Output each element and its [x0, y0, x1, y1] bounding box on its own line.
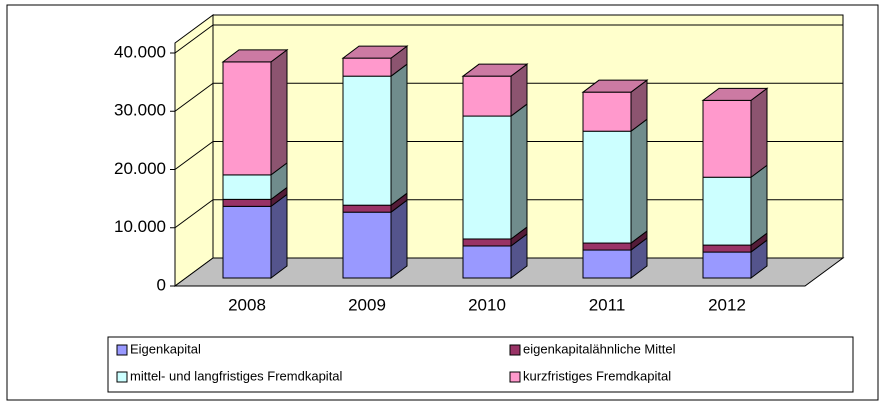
- bar-side: [750, 164, 768, 247]
- bar: [222, 205, 272, 279]
- bar-side: [630, 118, 648, 245]
- grid-line: [174, 24, 214, 54]
- legend-label: eigenkapitalähnliche Mittel: [523, 341, 676, 356]
- bar: [462, 238, 512, 247]
- grid-line: [174, 199, 214, 229]
- bar: [702, 99, 752, 178]
- side-wall: [174, 14, 214, 287]
- x-tick-label: 2010: [468, 295, 506, 314]
- bar-top: [461, 63, 529, 77]
- bar: [702, 244, 752, 253]
- bar-side: [270, 48, 288, 176]
- bar: [582, 242, 632, 251]
- legend-label: mittel- und langfristiges Fremdkapital: [130, 368, 343, 383]
- bar: [222, 61, 272, 176]
- x-tick-label: 2008: [228, 295, 266, 314]
- bar: [222, 174, 272, 200]
- bar: [582, 249, 632, 279]
- x-tick-label: 2009: [348, 295, 386, 314]
- bar-top: [341, 45, 409, 59]
- y-tick-label: 20.000: [114, 159, 166, 178]
- bar-top: [701, 87, 769, 101]
- bar-top: [581, 79, 649, 93]
- legend-label: kurzfristiges Fremdkapital: [523, 368, 671, 383]
- bar: [702, 251, 752, 279]
- bar: [342, 211, 392, 279]
- y-tick-label: 30.000: [114, 101, 166, 120]
- bar: [702, 176, 752, 246]
- bar-side: [390, 199, 408, 279]
- legend-swatch: [116, 344, 128, 356]
- bar: [462, 245, 512, 279]
- bar-side: [270, 193, 288, 279]
- bar: [342, 75, 392, 206]
- bar: [582, 91, 632, 132]
- legend-label: Eigenkapital: [130, 341, 201, 356]
- y-tick-label: 40.000: [114, 42, 166, 61]
- x-tick-label: 2012: [708, 295, 746, 314]
- y-tick-label: 0: [157, 275, 166, 294]
- legend: [107, 336, 854, 393]
- grid-line: [174, 82, 214, 112]
- x-tick-label: 2011: [589, 295, 626, 314]
- legend-swatch: [509, 371, 521, 383]
- y-tick-label: 10.000: [114, 217, 166, 236]
- bar-top: [221, 49, 289, 63]
- bar-side: [750, 87, 768, 179]
- bar: [342, 57, 392, 77]
- bar-side: [510, 103, 528, 240]
- bar-side: [390, 63, 408, 207]
- bar: [462, 115, 512, 240]
- legend-swatch: [116, 371, 128, 383]
- bar: [582, 130, 632, 244]
- legend-swatch: [509, 344, 521, 356]
- bar: [462, 75, 512, 117]
- grid-line: [174, 141, 214, 170]
- bar: [342, 204, 392, 213]
- bar: [222, 198, 272, 207]
